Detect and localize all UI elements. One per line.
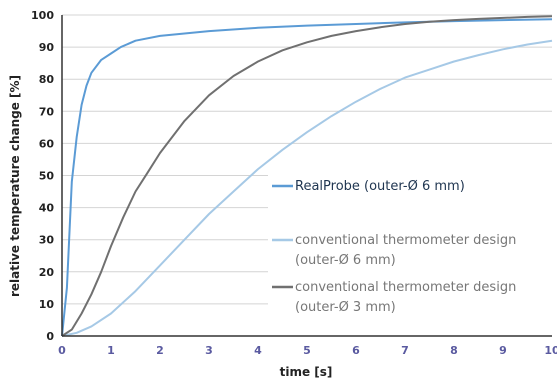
y-tick-label-40: 40 bbox=[39, 202, 55, 215]
series-lines bbox=[61, 15, 553, 337]
x-tick-label-4: 4 bbox=[254, 344, 262, 357]
legend-label-1: RealProbe (outer-Ø 6 mm) bbox=[295, 179, 465, 194]
x-tick-labels: 0 1 2 3 4 5 6 7 8 9 10 bbox=[58, 344, 557, 357]
axes bbox=[61, 15, 552, 337]
y-tick-label-90: 90 bbox=[39, 41, 55, 54]
y-axis-label: relative temperature change [%] bbox=[8, 75, 22, 297]
x-tick-label-3: 3 bbox=[205, 344, 213, 357]
x-tick-label-0: 0 bbox=[58, 344, 66, 357]
y-tick-label-0: 0 bbox=[46, 330, 54, 343]
series-line-2 bbox=[61, 39, 553, 337]
x-tick-label-1: 1 bbox=[107, 344, 115, 357]
y-tick-label-20: 20 bbox=[39, 266, 55, 279]
legend-box bbox=[268, 169, 552, 311]
x-axis-label: time [s] bbox=[280, 365, 333, 379]
y-tick-label-80: 80 bbox=[39, 73, 55, 86]
x-tick-label-9: 9 bbox=[499, 344, 507, 357]
x-tick-label-8: 8 bbox=[450, 344, 458, 357]
x-tick-label-10: 10 bbox=[544, 344, 557, 357]
y-tick-label-100: 100 bbox=[31, 9, 54, 22]
x-tick-label-5: 5 bbox=[303, 344, 311, 357]
y-tick-label-60: 60 bbox=[39, 137, 55, 150]
y-tick-label-30: 30 bbox=[39, 234, 55, 247]
series-line-1 bbox=[61, 18, 553, 337]
legend-label-2-line-1: conventional thermometer design bbox=[295, 233, 516, 248]
y-tick-label-50: 50 bbox=[39, 170, 55, 183]
y-tick-labels: 0 10 20 30 40 50 60 70 80 90 100 bbox=[31, 9, 54, 343]
x-tick-label-6: 6 bbox=[352, 344, 360, 357]
legend-label-3-line-1: conventional thermometer design bbox=[295, 280, 516, 295]
x-tick-label-2: 2 bbox=[156, 344, 164, 357]
legend-label-3-line-2: (outer-Ø 3 mm) bbox=[295, 300, 396, 315]
x-tick-label-7: 7 bbox=[401, 344, 409, 357]
y-tick-label-10: 10 bbox=[39, 298, 55, 311]
legend-label-2-line-2: (outer-Ø 6 mm) bbox=[295, 253, 396, 268]
y-tick-label-70: 70 bbox=[39, 105, 55, 118]
legend: RealProbe (outer-Ø 6 mm) conventional the… bbox=[268, 169, 552, 315]
series-line-3 bbox=[61, 15, 553, 337]
